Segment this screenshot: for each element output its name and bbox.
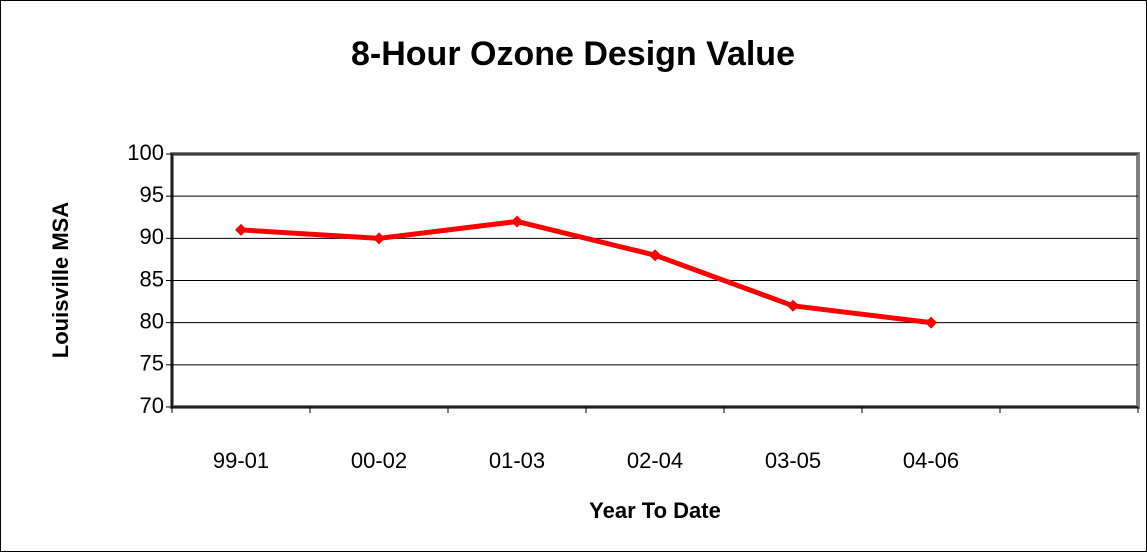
data-point [511,215,523,228]
y-tick-label: 75 [140,351,164,376]
y-tick-label: 90 [140,224,164,249]
x-tick-label: 03-05 [765,448,821,473]
x-tick-label: 99-01 [213,448,269,473]
data-point [235,223,247,236]
y-tick-label: 95 [140,182,164,207]
x-tick-label: 04-06 [903,448,959,473]
data-point [373,232,385,245]
y-axis-label: Louisville MSA [48,202,73,359]
x-tick-label: 02-04 [627,448,683,473]
chart-title: 8-Hour Ozone Design Value [351,35,795,73]
data-line [240,218,932,326]
data-point [787,299,799,312]
y-tick-label: 70 [140,393,164,418]
x-axis-label: Year To Date [589,498,721,523]
x-tick-label: 00-02 [351,448,407,473]
data-point [925,316,937,329]
x-tick-label: 01-03 [489,448,545,473]
y-tick-label: 80 [140,308,164,333]
y-tick-label: 85 [140,266,164,291]
y-tick-label: 100 [127,140,164,165]
data-point [649,249,661,262]
